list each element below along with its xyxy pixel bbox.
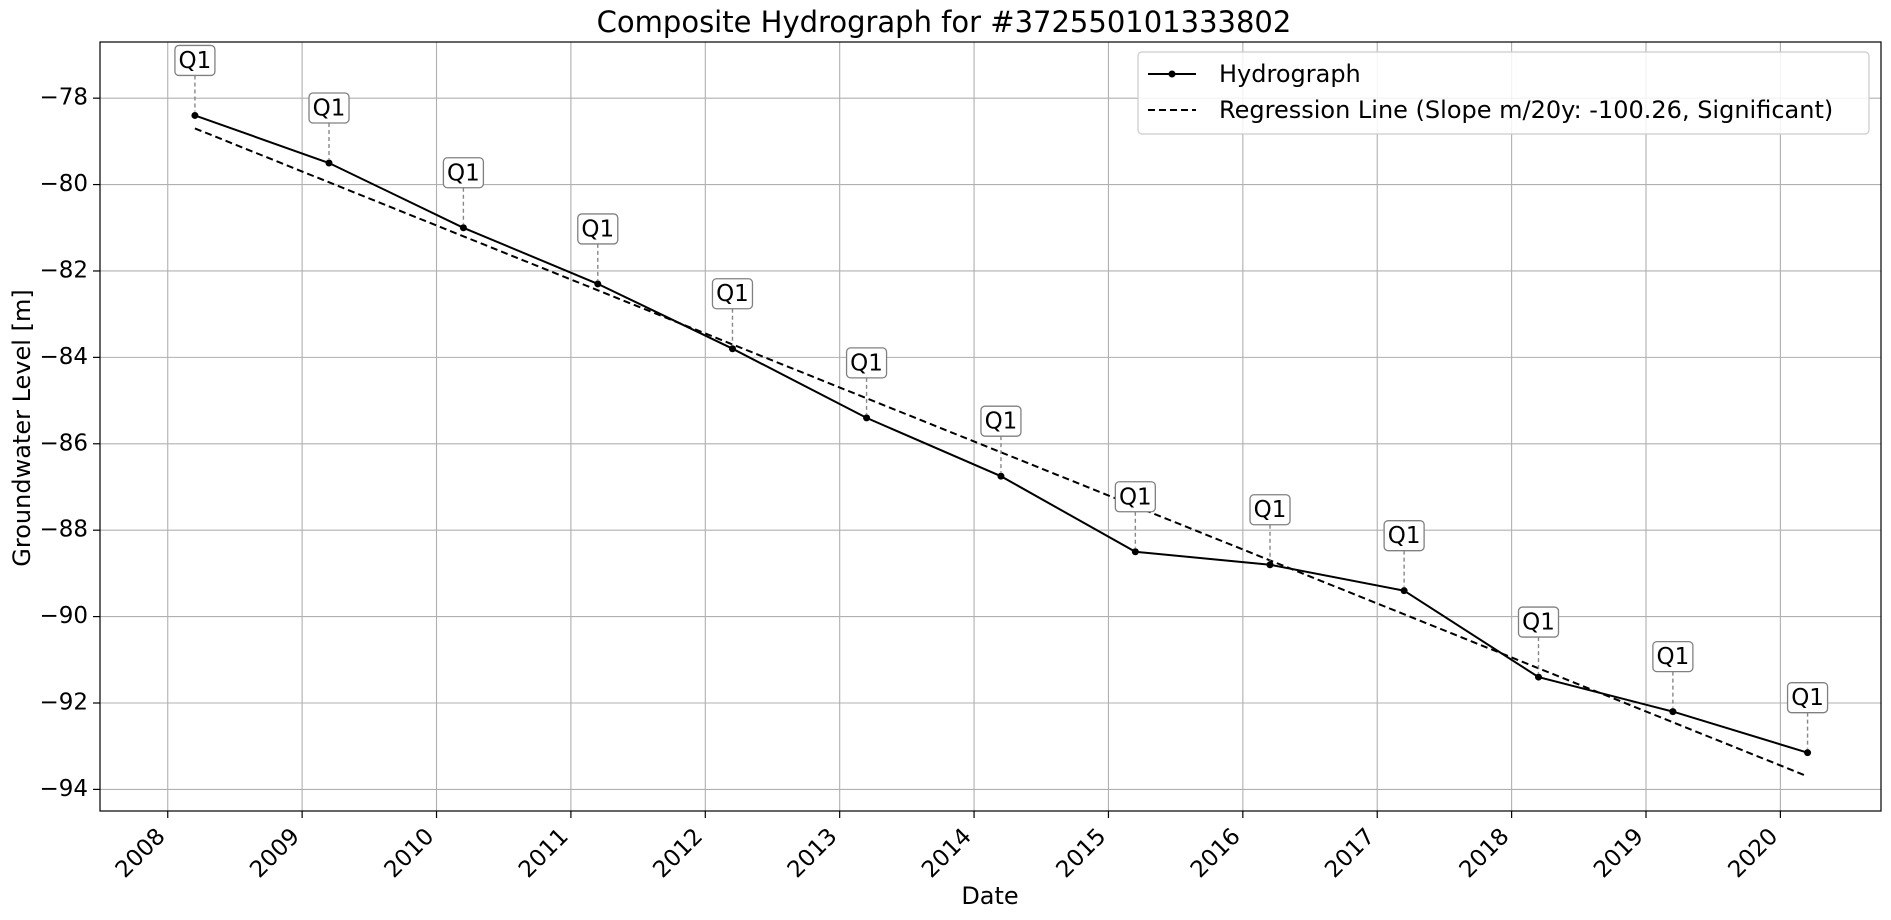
x-tick-label: 2020 bbox=[1723, 823, 1783, 883]
y-tick-label: −78 bbox=[39, 85, 88, 111]
x-tick-label: 2014 bbox=[917, 823, 977, 883]
legend-hydrograph-marker bbox=[1168, 70, 1176, 78]
data-point bbox=[1534, 673, 1542, 681]
x-tick-label: 2010 bbox=[380, 823, 440, 883]
annotation-box bbox=[845, 347, 888, 379]
x-axis-label: Date bbox=[961, 882, 1018, 910]
y-axis: −78 −80 −82 −84 −86 −88 −90 −92 −94 bbox=[39, 85, 100, 802]
annotation-label: Q1 bbox=[1657, 644, 1690, 670]
data-point bbox=[325, 159, 333, 167]
annotation-label: Q1 bbox=[716, 281, 749, 307]
annotation-box bbox=[1383, 520, 1425, 552]
data-point bbox=[728, 345, 736, 353]
plot-frame bbox=[99, 41, 1882, 812]
y-tick-label: −84 bbox=[39, 344, 88, 370]
x-tick-label: 2018 bbox=[1455, 823, 1515, 883]
legend-box bbox=[1137, 51, 1870, 135]
annotation-box bbox=[174, 44, 216, 77]
annotation-box bbox=[308, 92, 350, 124]
annotation-box bbox=[1114, 481, 1156, 513]
x-tick-label: 2013 bbox=[783, 823, 843, 883]
x-tick-label: 2011 bbox=[514, 823, 574, 883]
annotation-box bbox=[577, 213, 619, 245]
y-tick-label: −92 bbox=[39, 689, 88, 715]
annotation-label: Q1 bbox=[179, 48, 212, 74]
y-tick-label: −82 bbox=[39, 257, 88, 283]
y-tick-label: −86 bbox=[39, 430, 88, 456]
annotation-box bbox=[1786, 682, 1829, 714]
legend-entry-regression: Regression Line (Slope m/20y: -100.26, S… bbox=[1219, 96, 1833, 124]
x-tick-label: 2019 bbox=[1589, 823, 1649, 883]
annotation-label: Q1 bbox=[447, 160, 480, 186]
annotation-label: Q1 bbox=[313, 95, 346, 121]
x-axis: 2008 2009 2010 2011 2012 2013 2014 2015 2016 2017… bbox=[111, 811, 1783, 883]
data-point bbox=[1804, 749, 1812, 757]
data-point bbox=[1131, 548, 1139, 556]
x-tick-label: 2017 bbox=[1320, 823, 1380, 883]
annotation-box bbox=[442, 157, 485, 189]
data-point bbox=[459, 224, 467, 232]
annotation-box bbox=[1652, 640, 1694, 673]
data-point bbox=[1400, 587, 1408, 595]
annotation-label: Q1 bbox=[985, 409, 1018, 435]
annotation-label: Q1 bbox=[1522, 610, 1555, 636]
annotation-box bbox=[980, 405, 1022, 437]
annotation-box bbox=[1517, 606, 1560, 638]
annotation-box bbox=[1249, 494, 1291, 526]
annotations: Q1 Q1 Q1 Q1 Q1 Q1 Q1 Q1 Q1 Q1 Q1 Q1 Q1 bbox=[174, 44, 1829, 749]
data-point bbox=[997, 472, 1005, 480]
data-point bbox=[863, 414, 871, 422]
x-tick-label: 2016 bbox=[1186, 823, 1246, 883]
y-axis-label: Groundwater Level [m] bbox=[8, 289, 36, 566]
x-tick-label: 2009 bbox=[245, 823, 305, 883]
annotation-label: Q1 bbox=[1388, 523, 1421, 549]
legend: Hydrograph Regression Line (Slope m/20y:… bbox=[1137, 51, 1870, 135]
y-tick-label: −80 bbox=[39, 171, 88, 197]
annotation-label: Q1 bbox=[1791, 685, 1824, 711]
x-tick-label: 2012 bbox=[648, 823, 708, 883]
data-point bbox=[191, 111, 199, 119]
data-point bbox=[1266, 561, 1274, 569]
y-tick-label: −88 bbox=[39, 517, 88, 543]
annotation-label: Q1 bbox=[1119, 484, 1152, 510]
data-point bbox=[1669, 708, 1677, 716]
legend-entry-hydrograph: Hydrograph bbox=[1219, 60, 1361, 88]
annotation-label: Q1 bbox=[1254, 497, 1287, 523]
y-tick-label: −90 bbox=[39, 603, 88, 629]
annotation-box bbox=[711, 278, 754, 310]
annotation-label: Q1 bbox=[581, 216, 614, 242]
chart-title: Composite Hydrograph for #37255010133380… bbox=[597, 5, 1292, 39]
data-point bbox=[594, 280, 602, 288]
annotation-label: Q1 bbox=[850, 350, 883, 376]
x-tick-label: 2015 bbox=[1052, 823, 1112, 883]
x-tick-label: 2008 bbox=[111, 823, 171, 883]
y-tick-label: −94 bbox=[39, 776, 88, 802]
